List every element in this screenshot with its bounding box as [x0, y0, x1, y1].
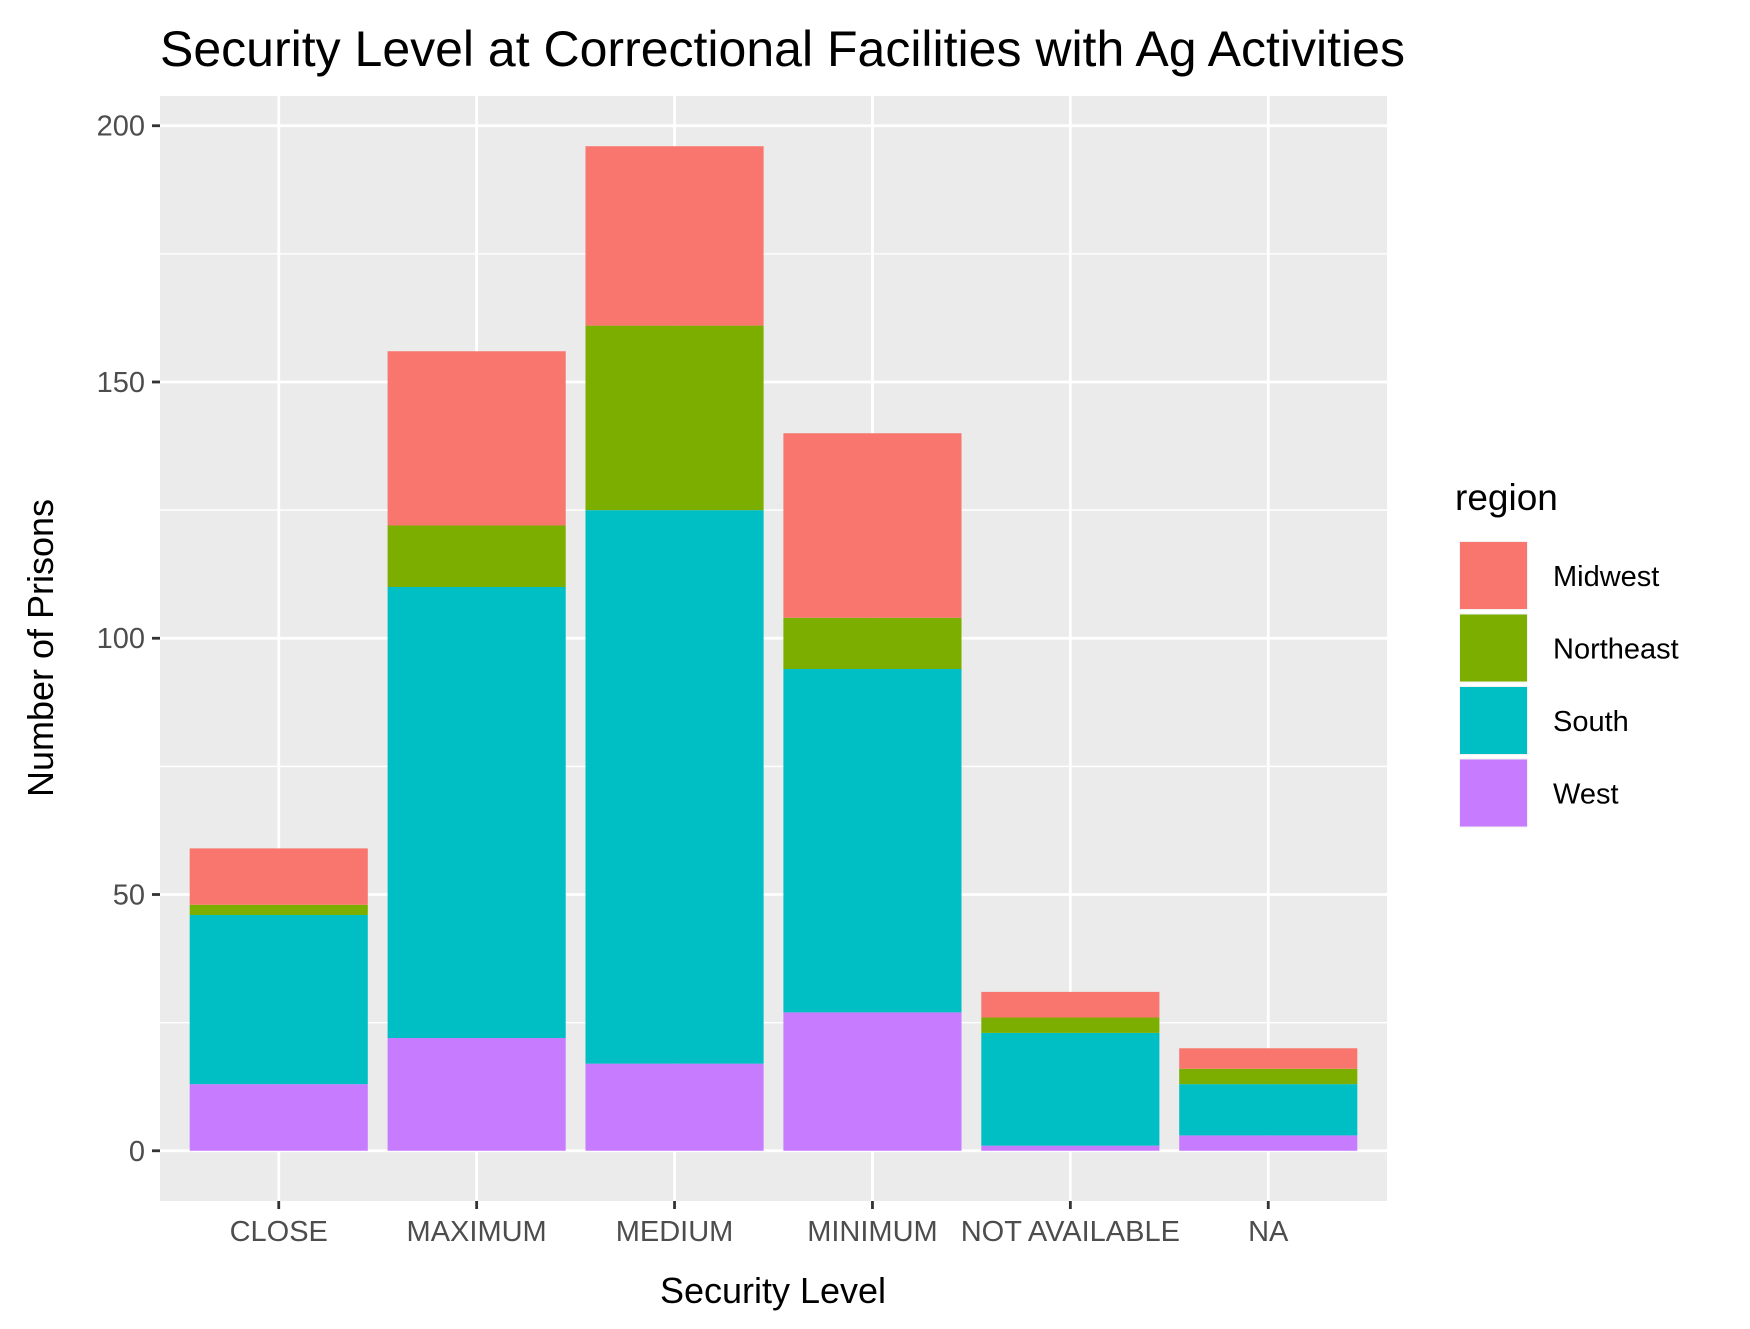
- legend-key-midwest: [1460, 542, 1527, 609]
- bar-northeast-maximum: [387, 525, 566, 587]
- bar-midwest-medium: [585, 146, 764, 326]
- legend-label: South: [1553, 706, 1629, 738]
- bar-northeast-na: [1179, 1068, 1358, 1085]
- y-axis: 0 50 100 150 200: [97, 111, 160, 1168]
- legend-label: West: [1553, 779, 1619, 811]
- x-tick-label: CLOSE: [230, 1216, 328, 1248]
- bar-south-minimum: [783, 669, 962, 1013]
- bar-northeast-minimum: [783, 617, 962, 670]
- x-axis: CLOSE MAXIMUM MEDIUM MINIMUM NOT AVAILABLE NA: [230, 1201, 1289, 1248]
- x-tick-label: MINIMUM: [807, 1216, 937, 1248]
- bar-south-not-available: [981, 1032, 1160, 1146]
- chart-title: Security Level at Correctional Facilitie…: [160, 21, 1405, 77]
- bar-south-na: [1179, 1084, 1358, 1136]
- x-tick-label: MEDIUM: [616, 1216, 734, 1248]
- legend-key-west: [1460, 759, 1527, 827]
- bar-west-medium: [585, 1063, 764, 1151]
- bar-south-maximum: [387, 586, 566, 1039]
- bar-northeast-not-available: [981, 1017, 1160, 1033]
- legend: region Midwest Northeast South West: [1455, 477, 1679, 828]
- legend-label: Northeast: [1553, 634, 1679, 666]
- bar-midwest-maximum: [387, 351, 566, 526]
- y-tick-label: 200: [97, 111, 145, 143]
- x-tick-label: MAXIMUM: [407, 1216, 547, 1248]
- bar-northeast-medium: [585, 325, 764, 511]
- bars: [189, 146, 1358, 1151]
- bar-west-maximum: [387, 1038, 566, 1151]
- bar-west-na: [1179, 1135, 1358, 1151]
- y-tick-label: 50: [113, 880, 145, 912]
- legend-key-northeast: [1460, 614, 1527, 682]
- bar-midwest-close: [189, 848, 368, 905]
- bar-south-medium: [585, 510, 764, 1064]
- y-tick-label: 150: [97, 367, 145, 399]
- bar-west-close: [189, 1084, 368, 1151]
- legend-title: region: [1455, 477, 1558, 518]
- bar-northeast-close: [189, 904, 368, 916]
- bar-midwest-minimum: [783, 433, 962, 618]
- bar-midwest-na: [1179, 1048, 1358, 1069]
- legend-key-south: [1460, 687, 1527, 754]
- x-tick-label: NA: [1248, 1216, 1289, 1248]
- y-tick-label: 0: [129, 1136, 145, 1168]
- bar-south-close: [189, 915, 368, 1085]
- x-axis-title: Security Level: [660, 1270, 886, 1311]
- y-tick-label: 100: [97, 623, 145, 655]
- legend-label: Midwest: [1553, 561, 1659, 593]
- x-tick-label: NOT AVAILABLE: [961, 1216, 1180, 1248]
- y-axis-title: Number of Prisons: [20, 499, 61, 797]
- bar-west-not-available: [981, 1145, 1160, 1151]
- bar-west-minimum: [783, 1012, 962, 1151]
- bar-midwest-not-available: [981, 991, 1160, 1018]
